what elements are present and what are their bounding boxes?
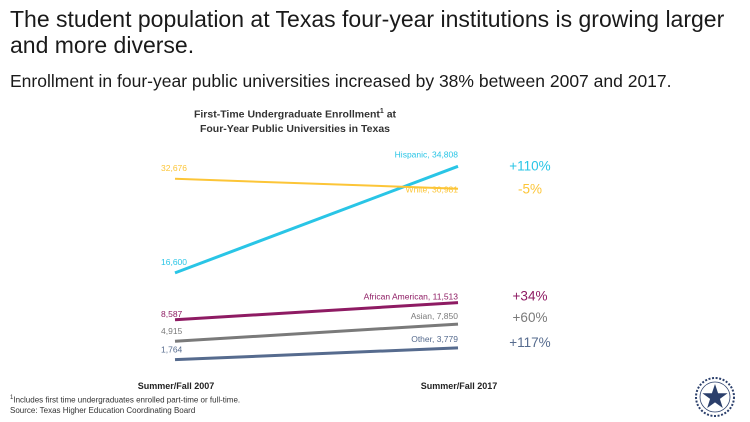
data-label-2017-african-american: African American, 11,513 [364, 292, 459, 302]
data-label-2017-hispanic: Hispanic, 34,808 [395, 149, 459, 159]
slide-subtitle: Enrollment in four-year public universit… [10, 71, 672, 91]
footnote-marker: 1 [10, 395, 14, 401]
footnote-line1: 1Includes first time undergraduates enro… [10, 393, 240, 406]
slide-title: The student population at Texas four-yea… [10, 6, 725, 58]
change-label-hispanic: +110% [509, 158, 550, 173]
data-label-2017-asian: Asian, 7,850 [411, 311, 459, 321]
footnote-text: Includes first time undergraduates enrol… [13, 395, 241, 405]
chart-title-footnote-marker: 1 [379, 108, 384, 115]
footnote: 1Includes first time undergraduates enro… [10, 393, 240, 416]
x-tick-label-2007: Summer/Fall 2007 [138, 381, 215, 391]
data-label-2007-other: 1,764 [161, 345, 183, 355]
series-line-other [174, 346, 459, 362]
x-tick-label-2017: Summer/Fall 2017 [421, 381, 498, 391]
data-label-2007-asian: 4,915 [161, 326, 183, 336]
chart-title-line1: First-Time Undergraduate Enrollment [193, 108, 380, 121]
chart-title-line1-suffix: at [383, 108, 397, 121]
series-line-white [174, 177, 459, 190]
data-label-2007-hispanic: 16,600 [161, 257, 187, 267]
series-line-asian [174, 322, 459, 343]
source-line: Source: Texas Higher Education Coordinat… [10, 405, 196, 415]
texas-star-seal-icon [695, 377, 735, 417]
chart-title: First-Time Undergraduate Enrollment1 at … [150, 105, 440, 136]
series-line-african-american [174, 301, 459, 322]
change-label-african-american: +34% [513, 289, 548, 304]
data-label-2017-other: Other, 3,779 [411, 334, 458, 344]
series-line-hispanic [174, 164, 459, 275]
data-label-2017-white: White, 30,981 [406, 185, 459, 195]
change-label-white: -5% [518, 182, 542, 197]
chart-title-line2: Four-Year Public Universities in Texas [199, 122, 391, 135]
data-label-2007-white: 32,676 [161, 163, 187, 173]
change-label-other: +117% [509, 335, 550, 350]
change-label-asian: +60% [513, 310, 548, 325]
data-label-2007-african-american: 8,587 [161, 309, 183, 319]
